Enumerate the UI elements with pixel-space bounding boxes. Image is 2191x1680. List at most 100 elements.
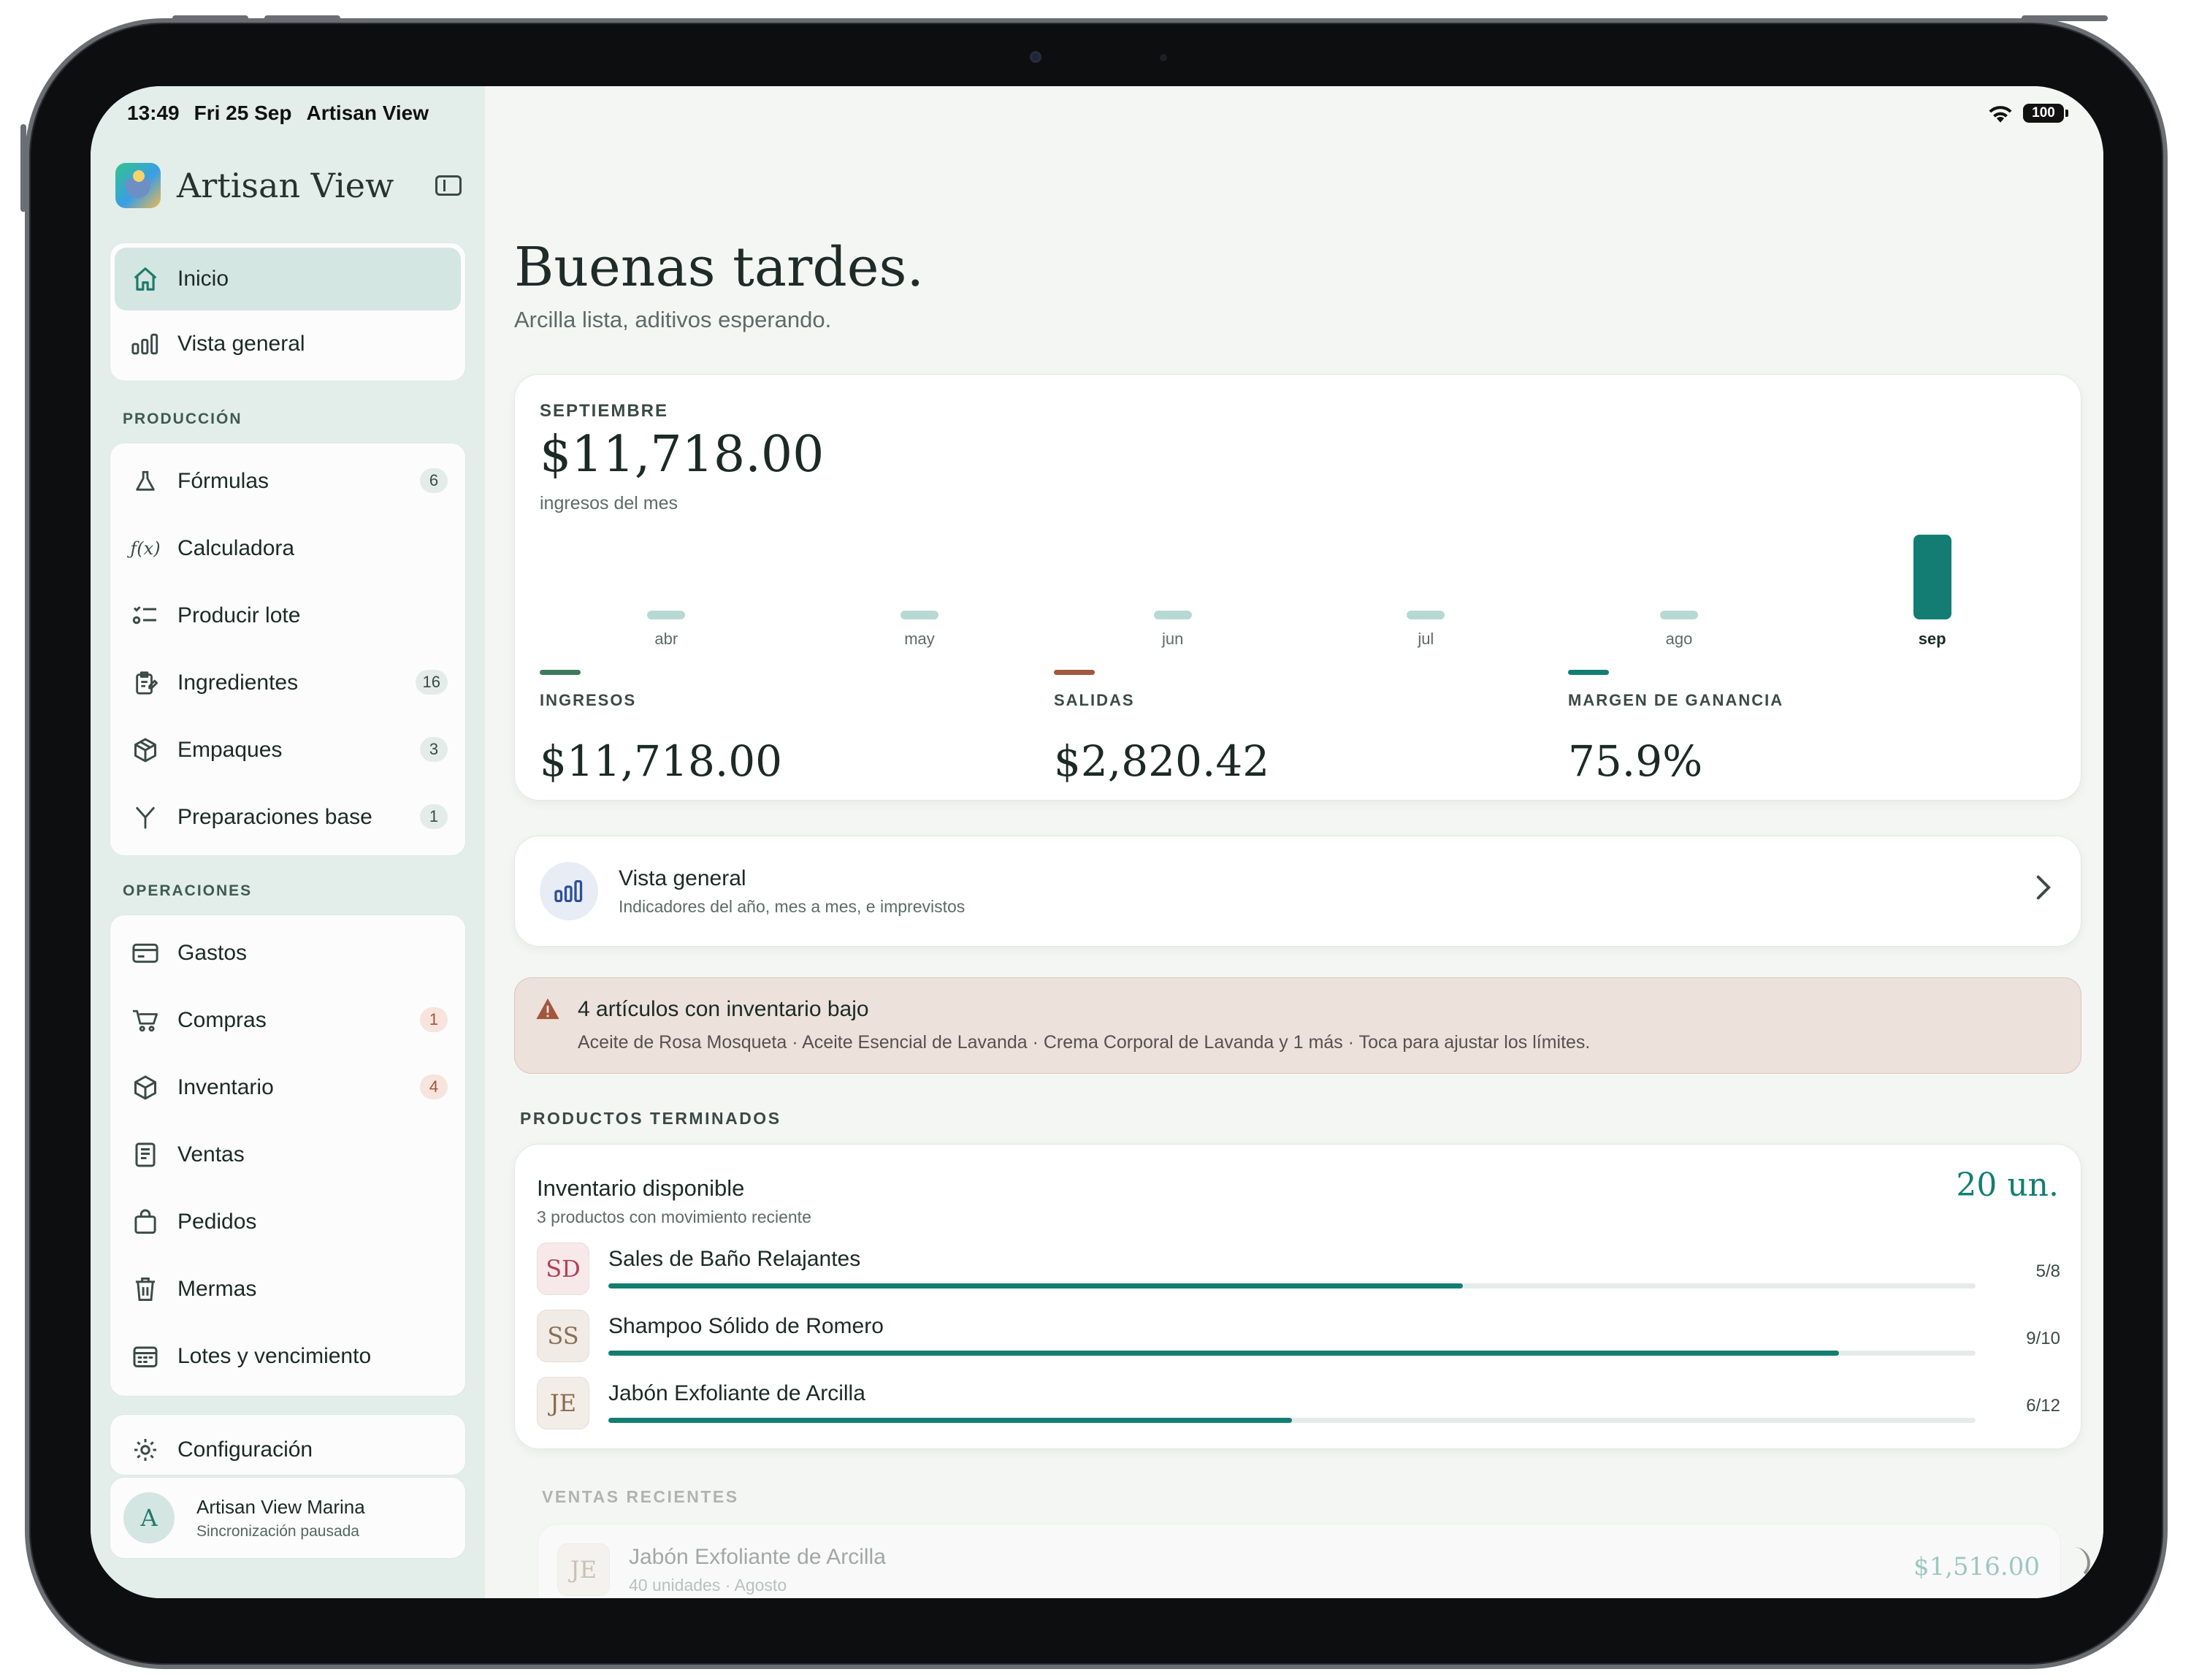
month-revenue: $11,718.00 (540, 426, 825, 484)
product-row[interactable]: SD Sales de Baño Relajantes 5/8 (537, 1242, 2060, 1302)
metric-color-mark (1054, 670, 1095, 675)
gear-icon (131, 1435, 160, 1465)
section-title-productos-terminados: PRODUCTOS TERMINADOS (520, 1109, 781, 1128)
bar-label: abr (654, 630, 678, 648)
bar-jul[interactable]: jul (1407, 611, 1445, 649)
front-camera (1030, 51, 1041, 63)
low-stock-alert[interactable]: 4 artículos con inventario bajo Aceite d… (514, 977, 2081, 1074)
bar-jun[interactable]: jun (1153, 611, 1192, 649)
trash-icon (131, 1275, 160, 1304)
stock-progress-fill (608, 1351, 1839, 1356)
wifi-icon (1989, 106, 2012, 123)
sidebar-item-lotes[interactable]: Lotes y vencimiento (110, 1323, 465, 1390)
scroll-indicator (2058, 1547, 2090, 1579)
sidebar-item-inventario[interactable]: Inventario 4 (110, 1054, 465, 1121)
sale-detail: 40 unidades · Agosto (629, 1576, 787, 1595)
sidebar-item-formulas[interactable]: Fórmulas 6 (110, 448, 465, 515)
bar-label: may (904, 630, 935, 648)
metric-salidas: SALIDAS $2,820.42 (1054, 670, 1269, 786)
sidebar-item-ingredientes[interactable]: Ingredientes 16 (110, 649, 465, 717)
merge-icon (131, 803, 160, 832)
bar-mark (901, 611, 938, 619)
sidebar-item-label: Producir lote (177, 603, 301, 627)
product-avatar: SD (537, 1242, 589, 1295)
sidebar-toggle-icon[interactable] (435, 175, 462, 196)
bar-ago[interactable]: ago (1660, 611, 1698, 649)
product-row[interactable]: JE Jabón Exfoliante de Arcilla 6/12 (537, 1377, 2060, 1437)
status-bar: 13:49 Fri 25 Sep Artisan View (127, 96, 429, 130)
sidebar-item-label: Inventario (177, 1075, 274, 1099)
sidebar-item-producir-lote[interactable]: Producir lote (110, 582, 465, 649)
sidebar-item-vista-general[interactable]: Vista general (110, 310, 465, 378)
alert-detail: Aceite de Rosa Mosqueta · Aceite Esencia… (578, 1032, 1591, 1053)
inventory-card[interactable]: Inventario disponible 3 productos con mo… (514, 1144, 2081, 1449)
screen: 13:49 Fri 25 Sep Artisan View Artisan Vi… (91, 86, 2103, 1598)
bar-sep[interactable]: sep (1913, 535, 1951, 649)
metric-label: SALIDAS (1054, 691, 1135, 709)
sidebar-item-label: Calculadora (177, 536, 295, 560)
overview-title: Vista general (619, 866, 746, 890)
count-badge: 1 (420, 804, 448, 829)
bar-label: ago (1665, 630, 1693, 648)
sidebar-item-gastos[interactable]: Gastos (110, 920, 465, 987)
sidebar-item-label: Gastos (177, 941, 248, 965)
cart-icon (131, 1006, 160, 1035)
bar-label: sep (1918, 630, 1946, 648)
produccion-group: Fórmulas 6 ƒ(x) Calculadora Producir lot… (110, 443, 466, 856)
inventory-total: 20 un. (1956, 1167, 2059, 1204)
bar-chart-icon (540, 862, 598, 920)
stock-count: 5/8 (2035, 1261, 2060, 1281)
count-badge: 1 (420, 1007, 448, 1032)
metric-margen: MARGEN DE GANANCIA 75.9% (1568, 670, 1783, 786)
bag-icon (131, 1207, 160, 1237)
sidebar-item-preparaciones-base[interactable]: Preparaciones base 1 (110, 784, 465, 851)
sidebar-item-compras[interactable]: Compras 1 (110, 987, 465, 1054)
sidebar-item-label: Preparaciones base (177, 805, 372, 829)
bar-mark (1913, 535, 1951, 619)
sidebar-item-pedidos[interactable]: Pedidos (110, 1188, 465, 1256)
count-badge: 16 (415, 670, 448, 695)
monthly-summary-card[interactable]: SEPTIEMBRE $11,718.00 ingresos del mes a… (514, 374, 2081, 801)
sidebar-item-mermas[interactable]: Mermas (110, 1256, 465, 1323)
metric-label: MARGEN DE GANANCIA (1568, 691, 1784, 709)
stock-count: 6/12 (2026, 1396, 2060, 1416)
page-greeting: Buenas tardes. (514, 236, 924, 299)
product-row[interactable]: SS Shampoo Sólido de Romero 9/10 (537, 1310, 2060, 1370)
bar-mark (1660, 611, 1698, 619)
sidebar-item-label: Ingredientes (177, 671, 299, 695)
product-name: Shampoo Sólido de Romero (608, 1314, 884, 1338)
sidebar: 13:49 Fri 25 Sep Artisan View Artisan Vi… (91, 86, 485, 1598)
stock-count: 9/10 (2026, 1329, 2060, 1348)
inventory-title: Inventario disponible (537, 1175, 745, 1201)
bar-abr[interactable]: abr (647, 611, 686, 649)
overview-link-card[interactable]: Vista general Indicadores del año, mes a… (514, 836, 2081, 947)
section-label-produccion: PRODUCCIÓN (123, 411, 242, 427)
operaciones-group: Gastos Compras 1 Inventario 4 Ventas Ped… (110, 915, 466, 1397)
flask-icon (131, 467, 160, 496)
bar-chart-icon (131, 329, 160, 359)
metric-ingresos: INGRESOS $11,718.00 (540, 670, 782, 786)
product-name: Jabón Exfoliante de Arcilla (608, 1381, 865, 1405)
warning-icon (535, 997, 560, 1024)
recent-sale-card[interactable]: JE Jabón Exfoliante de Arcilla 40 unidad… (538, 1524, 2061, 1598)
avatar: A (123, 1492, 175, 1543)
sidebar-item-inicio[interactable]: Inicio (115, 248, 461, 310)
count-badge: 6 (420, 468, 448, 493)
sidebar-item-ventas[interactable]: Ventas (110, 1121, 465, 1188)
stock-progress-fill (608, 1418, 1292, 1423)
battery-icon: 100 (2023, 104, 2068, 123)
status-time: 13:49 (127, 102, 180, 124)
bar-may[interactable]: may (901, 611, 938, 649)
section-label-operaciones: OPERACIONES (123, 882, 253, 899)
sidebar-item-label: Configuración (177, 1437, 313, 1462)
section-title-ventas-recientes: VENTAS RECIENTES (542, 1487, 739, 1506)
volume-button (172, 15, 248, 21)
sidebar-item-calculadora[interactable]: ƒ(x) Calculadora (110, 515, 465, 582)
metric-value: 75.9% (1568, 736, 1703, 786)
sale-amount: $1,516.00 (1913, 1552, 2040, 1581)
sidebar-item-label: Pedidos (177, 1210, 257, 1234)
settings-group: Configuración (110, 1414, 466, 1475)
sidebar-item-empaques[interactable]: Empaques 3 (110, 717, 465, 784)
sidebar-item-configuracion[interactable]: Configuración (110, 1415, 465, 1475)
user-card[interactable]: A Artisan View Marina Sincronización pau… (110, 1477, 466, 1559)
